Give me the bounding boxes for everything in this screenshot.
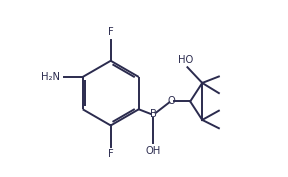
Text: H₂N: H₂N [41,72,60,82]
Text: O: O [168,96,176,106]
Text: B: B [150,109,157,119]
Text: F: F [108,149,113,159]
Text: F: F [108,27,113,37]
Text: OH: OH [146,146,161,156]
Text: HO: HO [178,55,193,65]
